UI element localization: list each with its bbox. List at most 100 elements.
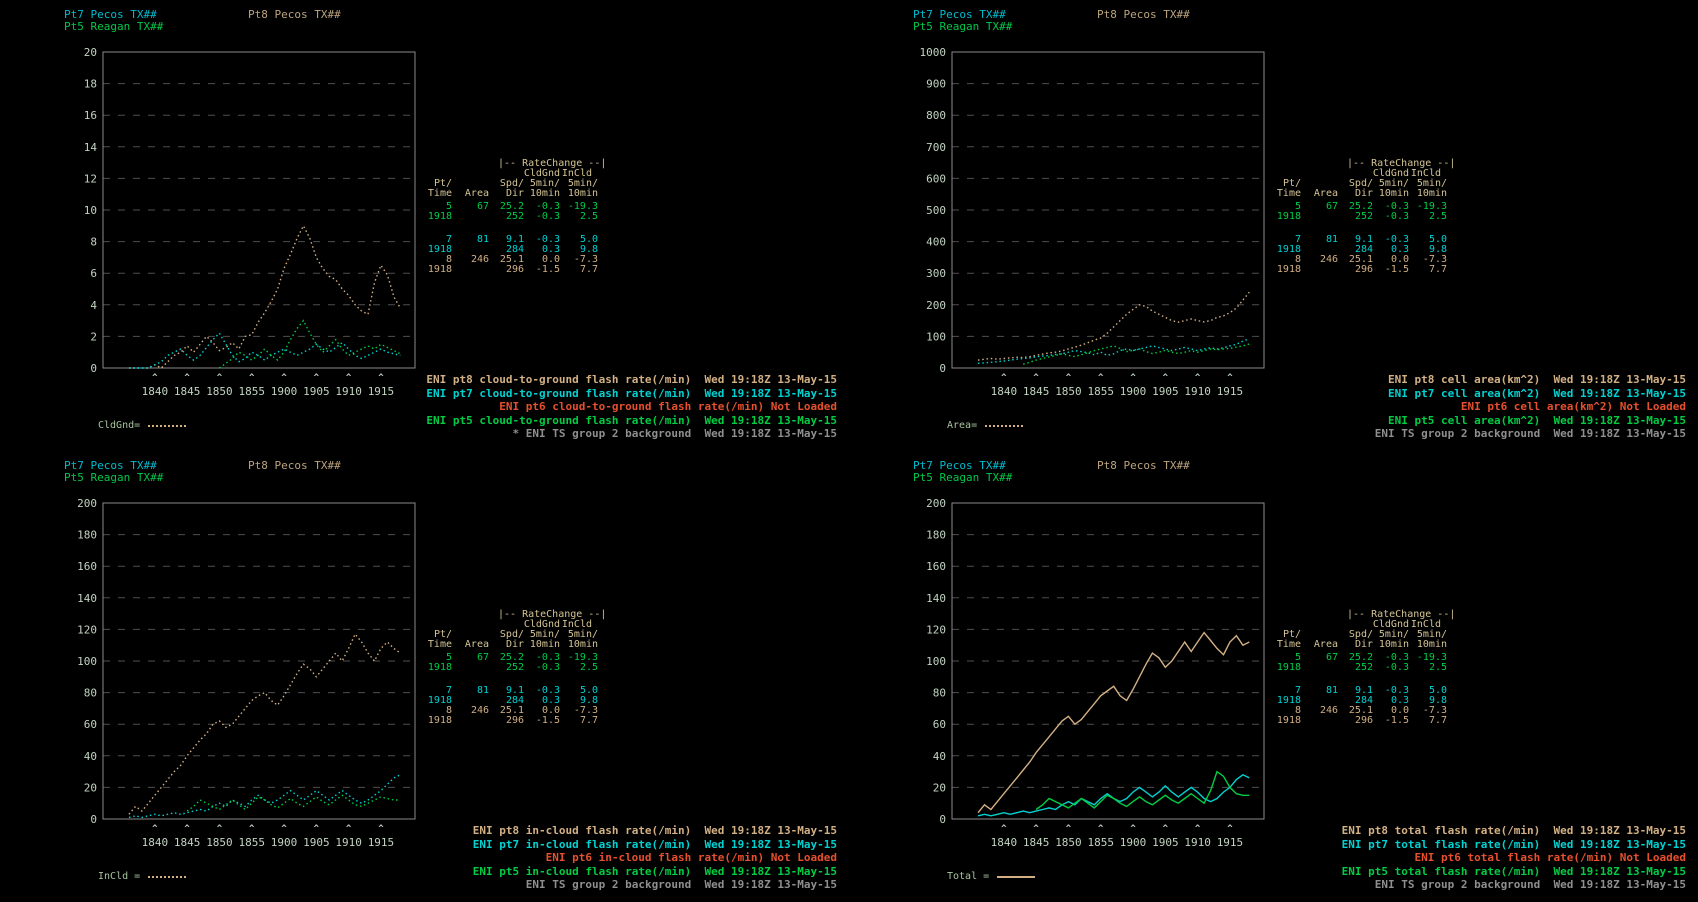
svg-text:1855: 1855 — [1087, 385, 1114, 398]
series-lines — [128, 632, 401, 819]
svg-text:20: 20 — [933, 781, 946, 794]
line-style-key-sample — [148, 875, 187, 878]
svg-text:^: ^ — [1066, 824, 1072, 834]
svg-text:^: ^ — [281, 824, 287, 834]
svg-text:^: ^ — [1001, 824, 1007, 834]
svg-text:1915: 1915 — [1217, 385, 1244, 398]
svg-text:1855: 1855 — [238, 836, 265, 849]
svg-text:0: 0 — [90, 362, 97, 375]
legend-line: ENI pt8 total flash rate(/min) Wed 19:18… — [1341, 824, 1686, 837]
point-label-pt5: Pt5 Reagan TX## — [913, 471, 1013, 484]
series-lines — [977, 631, 1250, 817]
legend: ENI pt8 total flash rate(/min) Wed 19:18… — [1342, 824, 1686, 892]
point-label-pt7: Pt7 Pecos TX## — [64, 8, 157, 21]
legend-line: ENI pt7 total flash rate(/min) Wed 19:18… — [1341, 837, 1686, 851]
chart-panel: Pt7 Pecos TX## Pt5 Reagan TX## Pt8 Pecos… — [849, 0, 1698, 451]
series-line-pt7 — [977, 338, 1250, 364]
line-style-key-label: Area= — [947, 420, 978, 431]
svg-text:12: 12 — [84, 172, 97, 185]
svg-text:10: 10 — [84, 204, 97, 217]
svg-text:1900: 1900 — [271, 385, 298, 398]
legend-line: ENI pt8 cloud-to-ground flash rate(/min)… — [426, 373, 837, 386]
svg-text:160: 160 — [926, 560, 946, 573]
svg-text:900: 900 — [926, 78, 946, 91]
line-style-key-label: InCld = — [98, 871, 141, 882]
series-line-pt8 — [977, 631, 1250, 814]
line-style-key-sample — [997, 875, 1036, 878]
point-label-pt8: Pt8 Pecos TX## — [1097, 459, 1190, 472]
svg-text:300: 300 — [926, 267, 946, 280]
point-label-pt7: Pt7 Pecos TX## — [64, 459, 157, 472]
svg-text:1000: 1000 — [920, 46, 947, 59]
legend-line: ENI TS group 2 background Wed 19:18Z 13-… — [1374, 878, 1686, 891]
series-line-pt5 — [218, 319, 401, 369]
svg-text:^: ^ — [1033, 373, 1039, 383]
svg-text:0: 0 — [939, 362, 946, 375]
axis-labels: 0 2 4 6 8 10 12 14 16 18 20 ^ 1840 ^ 1845 ^ 1850 ^ 1855 ^ 19… — [84, 46, 394, 398]
svg-text:20: 20 — [84, 46, 97, 59]
legend: ENI pt8 cell area(km^2) Wed 19:18Z 13-Ma… — [1375, 373, 1686, 441]
svg-text:^: ^ — [1227, 824, 1233, 834]
legend-line: ENI pt5 total flash rate(/min) Wed 19:18… — [1341, 864, 1686, 878]
gridlines — [951, 502, 1265, 820]
legend-line: ENI pt5 cell area(km^2) Wed 19:18Z 13-Ma… — [1387, 413, 1686, 427]
line-style-key-sample — [148, 424, 187, 427]
legend-line: ENI pt6 cloud-to-ground flash rate(/min)… — [499, 400, 837, 413]
legend-line: ENI TS group 2 background Wed 19:18Z 13-… — [525, 878, 837, 891]
svg-text:1840: 1840 — [991, 836, 1018, 849]
trend-chart[interactable]: 0 20 40 60 80 100 120 140 160 180 200 ^ 1840 ^ 1845 ^ 18… — [849, 451, 1698, 851]
svg-text:120: 120 — [926, 623, 946, 636]
point-label-pt5: Pt5 Reagan TX## — [64, 20, 164, 33]
svg-text:200: 200 — [77, 497, 97, 510]
svg-text:^: ^ — [346, 824, 352, 834]
svg-text:^: ^ — [1066, 373, 1072, 383]
gridlines — [102, 51, 416, 369]
point-label-pt5: Pt5 Reagan TX## — [64, 471, 164, 484]
svg-text:1905: 1905 — [1152, 836, 1179, 849]
legend-line: ENI TS group 2 background Wed 19:18Z 13-… — [1374, 427, 1686, 440]
svg-text:^: ^ — [314, 824, 320, 834]
line-style-key: Area= — [947, 420, 1024, 431]
svg-text:^: ^ — [314, 373, 320, 383]
svg-text:1915: 1915 — [368, 385, 395, 398]
line-style-key: InCld = — [98, 871, 187, 882]
svg-text:60: 60 — [84, 718, 97, 731]
svg-text:^: ^ — [217, 373, 223, 383]
legend-line: ENI pt5 cloud-to-ground flash rate(/min)… — [426, 413, 837, 427]
svg-text:1845: 1845 — [174, 385, 201, 398]
legend-line: ENI pt8 cell area(km^2) Wed 19:18Z 13-Ma… — [1387, 373, 1686, 386]
chart-panel: Pt7 Pecos TX## Pt5 Reagan TX## Pt8 Pecos… — [0, 451, 849, 902]
svg-text:4: 4 — [90, 299, 97, 312]
svg-text:1900: 1900 — [271, 836, 298, 849]
svg-text:40: 40 — [84, 750, 97, 763]
svg-text:^: ^ — [1163, 824, 1169, 834]
svg-text:140: 140 — [77, 592, 97, 605]
svg-text:^: ^ — [1098, 824, 1104, 834]
trend-chart[interactable]: 0 2 4 6 8 10 12 14 16 18 20 ^ 1840 ^ 1845 ^ 1850 ^ 1855 ^ 19… — [0, 0, 849, 400]
svg-text:1910: 1910 — [335, 836, 362, 849]
trend-chart[interactable]: 0 20 40 60 80 100 120 140 160 180 200 ^ 1840 ^ 1845 ^ 18… — [0, 451, 849, 851]
svg-text:120: 120 — [77, 623, 97, 636]
svg-text:^: ^ — [1033, 824, 1039, 834]
svg-text:700: 700 — [926, 141, 946, 154]
svg-text:80: 80 — [84, 687, 97, 700]
svg-text:1900: 1900 — [1120, 385, 1147, 398]
trend-chart[interactable]: 0 100 200 300 400 500 600 700 800 900 1000 ^ 1840 ^ 18… — [849, 0, 1698, 400]
legend-line: ENI pt7 in-cloud flash rate(/min) Wed 19… — [472, 837, 837, 851]
svg-text:^: ^ — [1130, 824, 1136, 834]
legend-line: ENI pt6 cell area(km^2) Not Loaded — [1460, 400, 1686, 413]
svg-text:1845: 1845 — [1023, 836, 1050, 849]
svg-text:16: 16 — [84, 109, 97, 122]
svg-text:1850: 1850 — [1055, 836, 1082, 849]
svg-text:^: ^ — [1098, 373, 1104, 383]
svg-text:0: 0 — [939, 813, 946, 826]
point-label-pt7: Pt7 Pecos TX## — [913, 8, 1006, 21]
svg-text:^: ^ — [1195, 824, 1201, 834]
series-line-pt5 — [1035, 770, 1250, 811]
svg-text:^: ^ — [1130, 373, 1136, 383]
svg-text:^: ^ — [152, 373, 158, 383]
point-label-pt8: Pt8 Pecos TX## — [248, 8, 341, 21]
svg-text:180: 180 — [926, 529, 946, 542]
point-label-pt8: Pt8 Pecos TX## — [248, 459, 341, 472]
svg-text:^: ^ — [152, 824, 158, 834]
